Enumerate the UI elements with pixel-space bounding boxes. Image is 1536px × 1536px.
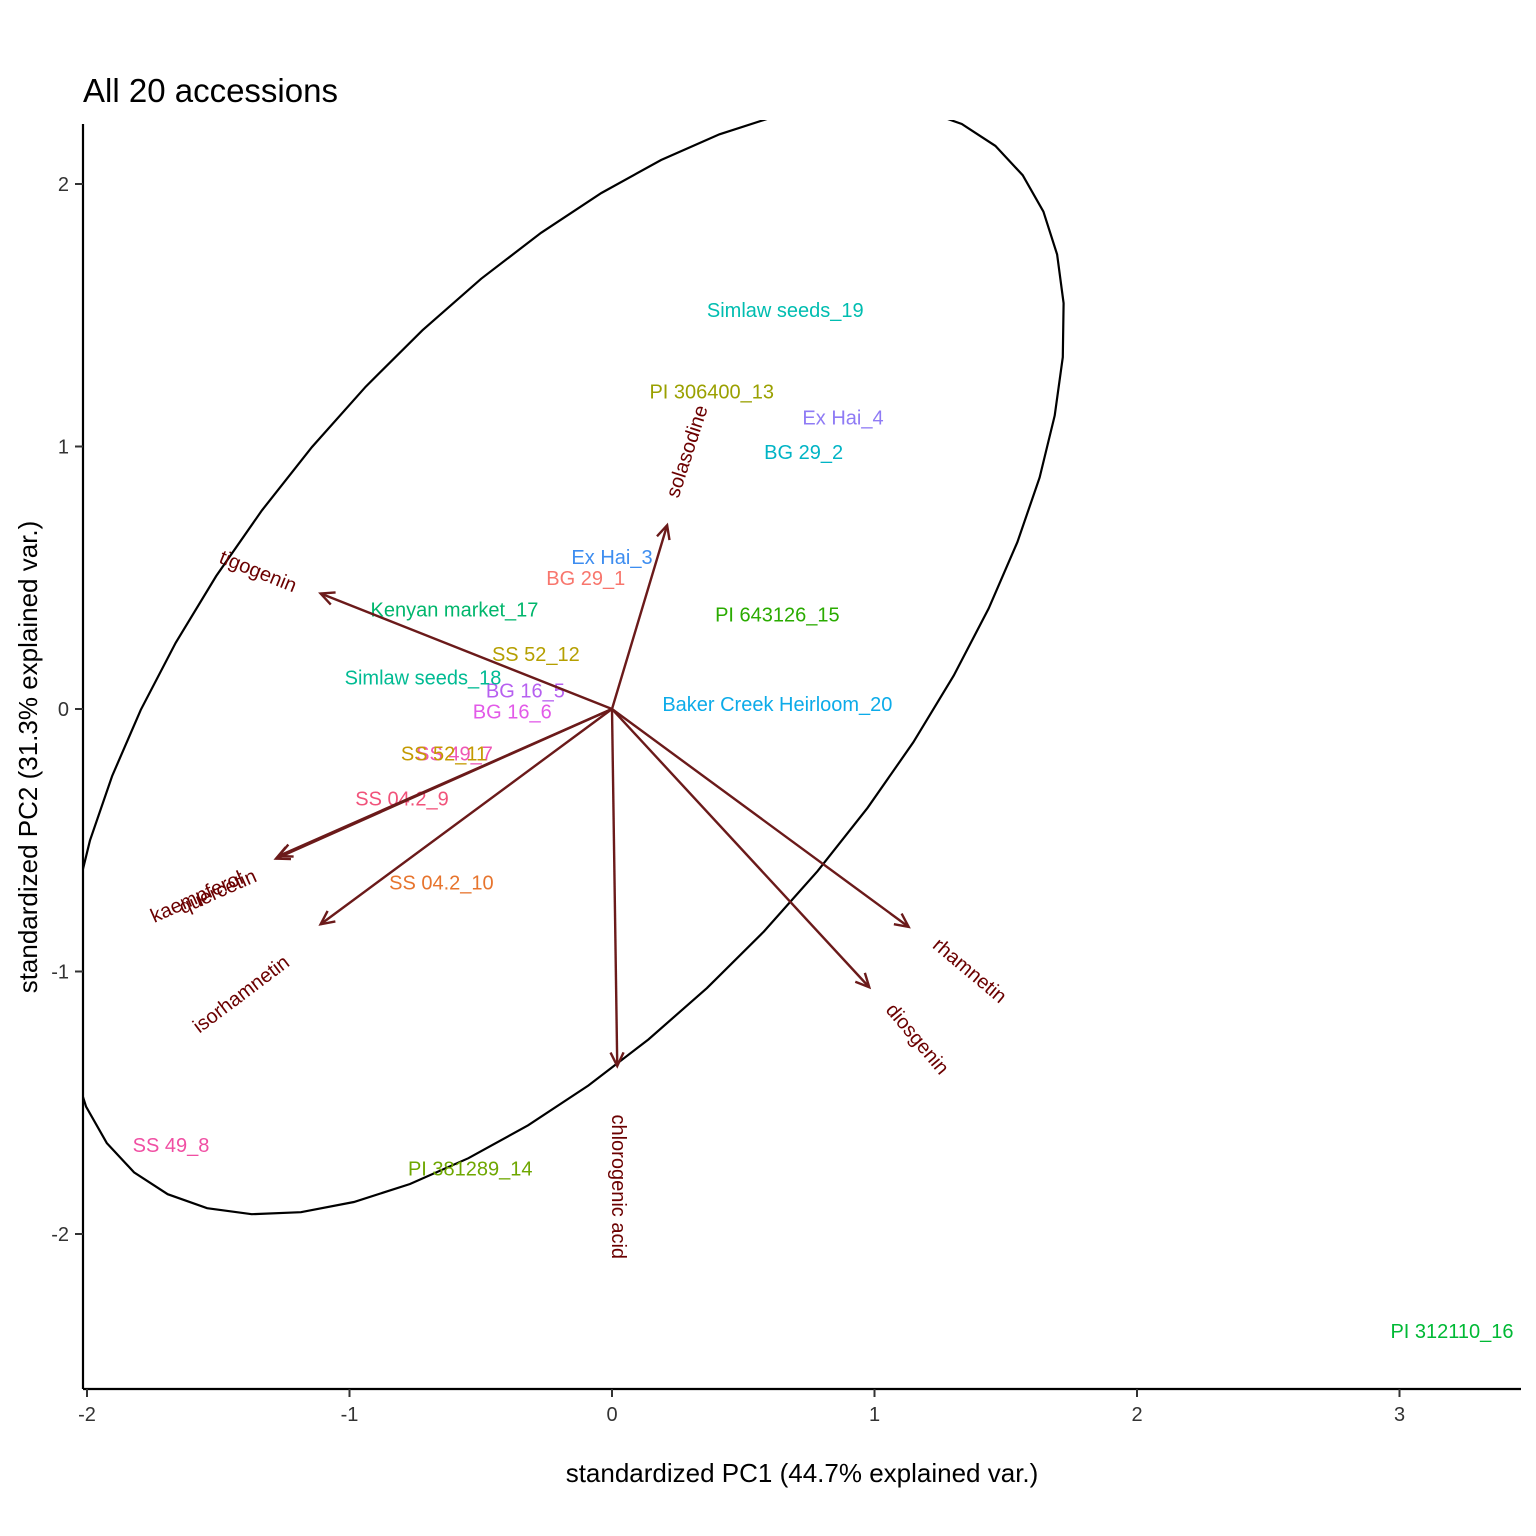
y-tick-label: 1 (58, 437, 69, 459)
point-label: PI 643126_15 (715, 605, 840, 627)
x-axis-title: standardized PC1 (44.7% explained var.) (566, 1458, 1039, 1488)
loading-label: solasodine (662, 403, 712, 501)
loading-arrow (610, 524, 669, 710)
plot-area: BG 29_1 BG 29_2 Ex Hai_3 Ex Hai_4 BG 16_5BG … (84, 120, 1514, 1343)
y-axis-ticks: -2 -1 0 1 2 (51, 174, 83, 1246)
y-tick-label: -2 (51, 1224, 69, 1246)
point-label: BG 16_6 (473, 702, 552, 724)
chart-title: All 20 accessions (83, 72, 338, 109)
point-label: SS 52_11 (401, 744, 487, 766)
x-tick-label: -1 (341, 1404, 359, 1426)
loading-label: isorhamnetin (189, 951, 294, 1037)
loading-arrow (611, 708, 910, 928)
loading-arrowhead (273, 846, 292, 861)
loading-label: rhamnetin (928, 934, 1010, 1008)
loading-label: diosgenin (881, 999, 953, 1079)
point-label: Simlaw seeds_19 (707, 300, 864, 322)
x-tick-label: 2 (1131, 1404, 1142, 1426)
loading-arrowhead (318, 910, 336, 926)
loading-label: chlorogenic acid (607, 1114, 629, 1259)
x-tick-label: 0 (606, 1404, 617, 1426)
point-label: BG 29_2 (764, 442, 843, 464)
point-label: PI 306400_13 (649, 381, 774, 403)
loading-arrowhead (893, 913, 911, 929)
y-tick-label: -1 (51, 962, 69, 984)
confidence-ellipse (84, 120, 1065, 1216)
point-label: PI 381289_14 (408, 1158, 533, 1180)
loading-arrowhead (609, 1051, 625, 1069)
point-label: PI 312110_16 (1390, 1321, 1513, 1343)
point-label: Ex Hai_3 (571, 547, 652, 569)
loading-arrowhead (656, 522, 671, 541)
loading-arrow (275, 707, 613, 860)
x-tick-label: 3 (1394, 1404, 1405, 1426)
point-label: Ex Hai_4 (802, 408, 883, 430)
loading-arrow (319, 708, 613, 926)
loading-arrow (611, 708, 871, 989)
loading-arrow (610, 708, 619, 1067)
loading-arrow (320, 592, 613, 711)
x-axis-ticks: -2 -1 0 1 2 3 (78, 1389, 1405, 1426)
point-label: SS 49_7 (416, 744, 493, 766)
point-label: SS 04.2_9 (355, 788, 448, 810)
point-label: BG 16_5 (486, 681, 565, 703)
loading-arrowhead (854, 972, 872, 990)
point-label: Baker Creek Heirloom_20 (662, 694, 892, 716)
x-tick-label: -2 (78, 1404, 96, 1426)
y-tick-label: 2 (58, 174, 69, 196)
x-tick-label: 1 (869, 1404, 880, 1426)
point-label: Kenyan market_17 (371, 599, 539, 621)
y-tick-label: 0 (58, 699, 69, 721)
loading-label: tigogenin (216, 546, 300, 597)
loading-arrowhead (318, 591, 336, 606)
point-label: BG 29_1 (546, 568, 625, 590)
point-label: Simlaw seeds_18 (345, 668, 502, 690)
point-label: SS 04.2_10 (389, 872, 494, 894)
point-label: SS 49_8 (133, 1135, 210, 1157)
y-axis-title: standardized PC2 (31.3% explained var.) (13, 521, 43, 994)
point-label: SS 52_12 (492, 644, 580, 666)
